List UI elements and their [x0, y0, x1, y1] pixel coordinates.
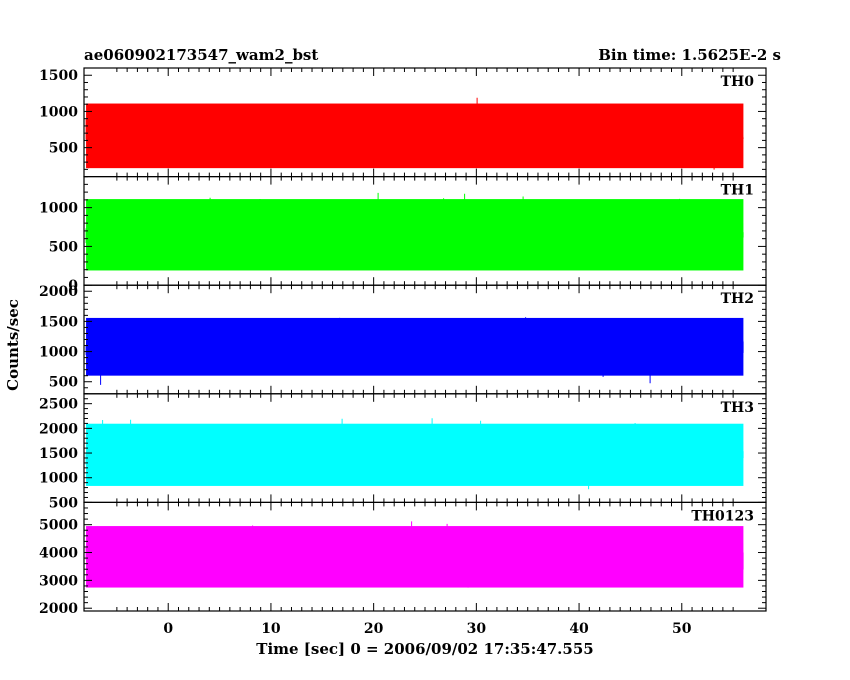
y-tick-label: 1000 [39, 201, 78, 217]
series-line-th1 [85, 192, 744, 269]
x-axis-label: Time [sec] 0 = 2006/09/02 17:35:47.555 [256, 640, 593, 658]
x-tick-label: 20 [364, 621, 384, 637]
y-tick-label: 2000 [39, 601, 78, 617]
series-label-th0123: TH0123 [691, 508, 754, 524]
x-axis: 0 10 20 30 40 50 [163, 621, 691, 637]
observation-id: ae060902173547_wam2_bst [84, 46, 318, 64]
y-tick-label: 500 [49, 141, 78, 157]
panel-th0123: 2000 3000 4000 5000 TH0123 [39, 501, 767, 617]
y-tick-label: 5000 [39, 518, 78, 534]
panels-group: 500 1000 1500 TH0 0 500 1000 TH1 500 1000 1500 2000… [39, 67, 767, 617]
y-tick-label: 1500 [39, 446, 78, 462]
series-line-th0123 [85, 521, 744, 588]
y-tick-label: 1500 [39, 314, 78, 330]
y-tick-label: 4000 [39, 546, 78, 562]
series-label-th0: TH0 [721, 74, 755, 90]
panel-th1: 0 500 1000 TH1 [39, 176, 767, 294]
series-label-th1: TH1 [721, 183, 754, 199]
y-tick-label: 1000 [39, 345, 78, 361]
x-tick-label: 40 [569, 621, 589, 637]
panel-th2: 500 1000 1500 2000 TH2 [39, 284, 767, 395]
y-tick-label: 500 [49, 375, 78, 391]
x-tick-label: 10 [261, 621, 281, 637]
y-tick-label: 2000 [39, 284, 78, 300]
y-tick-label: 3000 [39, 573, 78, 589]
y-tick-label: 2500 [39, 397, 78, 413]
panel-th3: 500 1000 1500 2000 2500 TH3 [39, 393, 767, 511]
y-tick-label: 1000 [39, 471, 78, 487]
series-line-th2 [85, 317, 744, 385]
series-label-th3: TH3 [721, 400, 754, 416]
y-tick-label: 1500 [39, 68, 78, 84]
y-tick-label: 2000 [39, 421, 78, 437]
y-axis-label: Counts/sec [4, 299, 22, 391]
series-line-th0 [85, 97, 744, 170]
x-tick-label: 30 [467, 621, 487, 637]
panel-th0: 500 1000 1500 TH0 [39, 67, 767, 178]
series-line-th3 [85, 418, 744, 490]
y-tick-label: 500 [49, 239, 78, 255]
y-tick-label: 500 [49, 495, 78, 511]
y-tick-label: 1000 [39, 104, 78, 120]
bin-time-label: Bin time: 1.5625E-2 s [598, 46, 781, 64]
x-tick-label: 0 [163, 621, 173, 637]
series-label-th2: TH2 [721, 291, 754, 307]
y-tick-label: 0 [68, 278, 78, 294]
x-tick-label: 50 [672, 621, 692, 637]
